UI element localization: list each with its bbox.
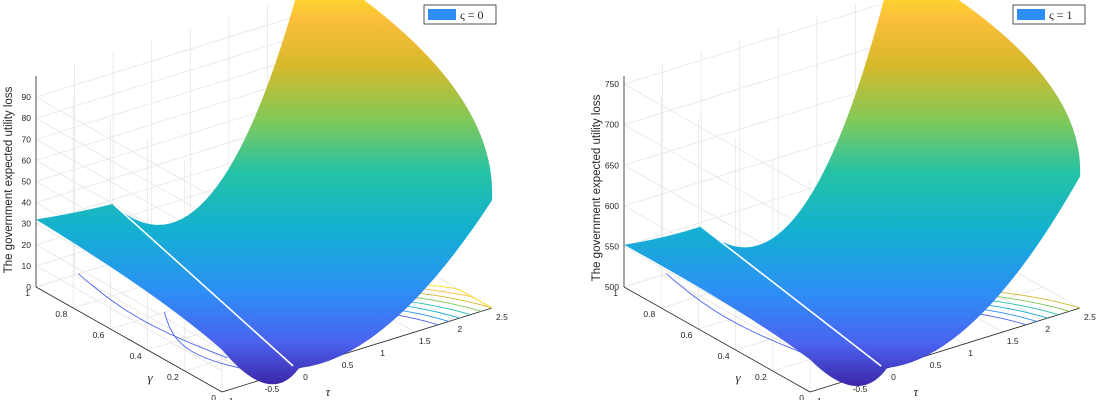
tau-tick-label: 0.5 xyxy=(342,360,354,370)
z-tick-label: 80 xyxy=(22,113,32,123)
gamma-tick-label: 0.6 xyxy=(681,330,693,340)
z-tick-label: 50 xyxy=(22,177,32,187)
z-tick-label: 0 xyxy=(26,282,31,292)
gamma-axis-label: γ xyxy=(735,370,741,385)
legend-label: ς = 0 xyxy=(460,8,484,22)
gamma-tick-label: 0.2 xyxy=(755,372,767,382)
left-surface-plot: -1-0.500.511.522.500.20.40.60.8101020304… xyxy=(3,0,508,400)
gamma-tick-label: 0 xyxy=(799,393,804,400)
minimum-line xyxy=(700,225,882,367)
gamma-axis-label: γ xyxy=(147,370,153,385)
tau-tick-label: 2.5 xyxy=(1084,312,1096,322)
gamma-tick-label: 0.8 xyxy=(643,309,655,319)
tau-tick-label: 1.5 xyxy=(419,336,431,346)
surface xyxy=(36,0,493,385)
tau-tick-label: -0.5 xyxy=(853,384,868,394)
tau-tick-label: 2 xyxy=(1045,324,1050,334)
gamma-tick-label: 0.4 xyxy=(130,351,142,361)
gamma-tick-label: 0 xyxy=(211,393,216,400)
right-surface-plot: -1-0.500.511.522.500.20.40.60.8150055060… xyxy=(591,0,1096,400)
tau-tick-label: -1 xyxy=(226,396,234,400)
z-tick-label: 500 xyxy=(605,282,619,292)
gamma-tick-label: 0.4 xyxy=(718,351,730,361)
tau-tick-label: 1 xyxy=(968,348,973,358)
gamma-tick-label: 1 xyxy=(25,288,30,298)
tau-axis-label: τ xyxy=(914,384,920,399)
legend-label: ς = 1 xyxy=(1049,8,1073,22)
tau-tick-label: 1 xyxy=(380,348,385,358)
z-tick-label: 600 xyxy=(605,201,619,211)
gamma-axis-line xyxy=(623,286,811,393)
minimum-line xyxy=(112,203,294,367)
z-tick-label: 40 xyxy=(22,198,32,208)
tau-tick-label: 1.5 xyxy=(1007,336,1019,346)
z-tick-label: 70 xyxy=(22,134,32,144)
gamma-tick-label: 0.2 xyxy=(167,372,179,382)
gamma-axis-line xyxy=(35,286,223,393)
tau-tick-label: 2.5 xyxy=(496,312,508,322)
gamma-tick-label: 0.8 xyxy=(55,309,67,319)
gamma-tick-label: 0.6 xyxy=(93,330,105,340)
gamma-tick-label: 1 xyxy=(613,288,618,298)
tau-tick-label: -1 xyxy=(814,396,822,400)
legend-swatch xyxy=(1017,9,1045,20)
tau-tick-label: -0.5 xyxy=(265,384,280,394)
legend: ς = 0 xyxy=(423,4,497,25)
tau-tick-label: 0 xyxy=(891,372,896,382)
tau-tick-label: 0.5 xyxy=(930,360,942,370)
z-tick-label: 30 xyxy=(22,219,32,229)
tau-axis-label: τ xyxy=(326,384,332,399)
legend-swatch xyxy=(428,9,456,20)
z-axis-label: The government expected utility loss xyxy=(591,94,603,281)
z-tick-label: 700 xyxy=(605,120,619,130)
legend: ς = 1 xyxy=(1012,4,1086,25)
tau-tick-label: 2 xyxy=(457,324,462,334)
surface xyxy=(624,0,1081,387)
z-tick-label: 750 xyxy=(605,79,619,89)
z-tick-label: 20 xyxy=(22,240,32,250)
tick-labels: -1-0.500.511.522.500.20.40.60.8101020304… xyxy=(22,92,509,400)
grid-line xyxy=(74,274,261,381)
contour-line xyxy=(78,273,228,359)
tau-tick-label: 0 xyxy=(303,372,308,382)
z-tick-label: 90 xyxy=(22,92,32,102)
contour-line xyxy=(666,273,816,359)
tick-labels: -1-0.500.511.522.500.20.40.60.8150055060… xyxy=(605,79,1096,400)
z-tick-label: 60 xyxy=(22,155,32,165)
z-tick-label: 10 xyxy=(22,261,32,271)
z-tick-label: 650 xyxy=(605,160,619,170)
z-axis-label: The government expected utility loss xyxy=(3,86,15,273)
z-tick-label: 550 xyxy=(605,241,619,251)
